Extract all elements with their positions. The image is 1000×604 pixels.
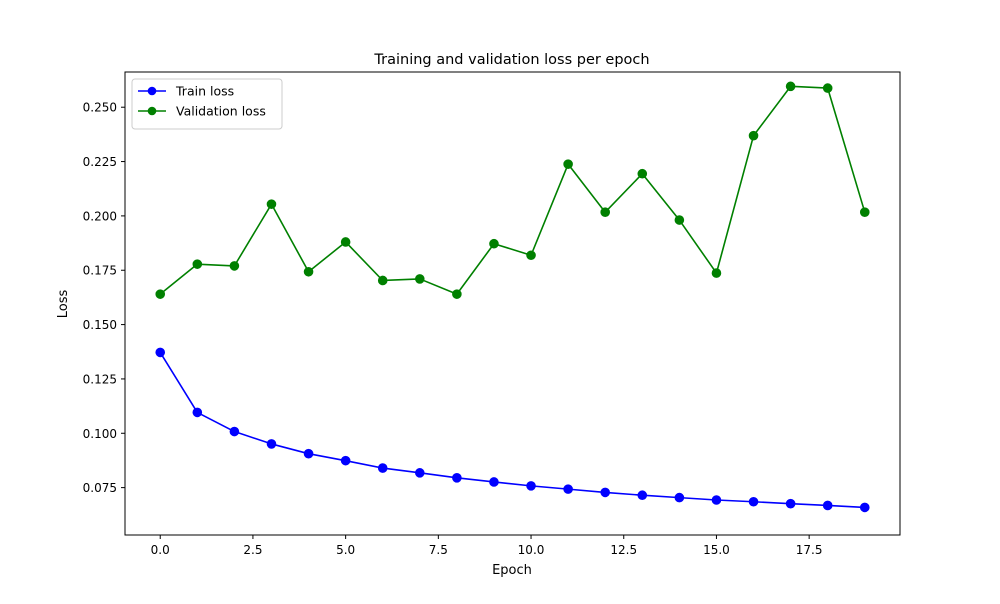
train-loss-point <box>748 496 759 507</box>
validation-loss-point <box>452 289 462 299</box>
validation-loss-point <box>859 207 870 218</box>
validation-loss-point <box>637 168 648 179</box>
validation-loss-point <box>785 81 796 92</box>
series-layer <box>155 81 870 513</box>
validation-loss-point <box>303 266 314 277</box>
train-loss-point <box>600 487 611 498</box>
y-tick-label: 0.100 <box>83 427 117 441</box>
y-tick-label: 0.125 <box>83 372 117 386</box>
train-loss-point <box>192 407 203 418</box>
validation-loss-point <box>526 250 536 261</box>
validation-loss-point <box>414 274 425 284</box>
y-axis-ticks: 0.075 0.100 0.125 0.150 0.175 0.200 0.225 0.250 <box>83 101 125 495</box>
validation-loss-line <box>159 85 866 295</box>
y-tick-label: 0.175 <box>83 264 117 278</box>
x-tick-label: 0.0 <box>151 543 170 557</box>
train-loss-point <box>637 490 648 501</box>
validation-loss-point <box>674 215 685 225</box>
x-tick-label: 12.5 <box>610 543 637 557</box>
validation-loss-point <box>748 130 759 141</box>
validation-loss-point <box>489 238 499 249</box>
train-loss-point <box>303 448 314 459</box>
validation-loss-point <box>822 83 833 93</box>
train-loss-point <box>674 492 685 503</box>
x-tick-label: 10.0 <box>518 543 545 557</box>
train-loss-point <box>340 455 351 466</box>
x-tick-label: 5.0 <box>336 543 355 557</box>
train-loss-point <box>563 484 573 494</box>
y-tick-label: 0.075 <box>83 481 117 495</box>
chart-title: Training and validation loss per epoch <box>373 52 649 68</box>
plot-area-frame <box>124 71 901 536</box>
train-loss-point <box>711 495 722 505</box>
y-axis-label: Loss <box>56 290 71 319</box>
legend-box <box>131 78 283 130</box>
series-train-loss <box>155 347 870 513</box>
x-axis-label: Epoch <box>492 563 532 578</box>
x-tick-label: 15.0 <box>703 543 730 557</box>
x-tick-label: 17.5 <box>796 543 823 557</box>
x-tick-label: 7.5 <box>429 543 448 557</box>
train-loss-point <box>489 477 499 487</box>
train-loss-point <box>526 481 536 491</box>
y-tick-label: 0.250 <box>83 101 117 115</box>
legend-label-train-loss: Train loss <box>175 84 234 99</box>
train-loss-point <box>452 473 462 483</box>
legend-swatch-marker <box>147 86 157 96</box>
y-tick-label: 0.200 <box>83 209 117 223</box>
train-loss-point <box>785 498 796 509</box>
train-loss-point <box>822 500 833 511</box>
validation-loss-point <box>192 259 203 269</box>
validation-loss-point <box>229 261 240 271</box>
legend: Train loss Validation loss <box>131 78 283 130</box>
validation-loss-point <box>600 207 611 218</box>
y-tick-label: 0.225 <box>83 155 117 169</box>
train-loss-point <box>229 426 240 437</box>
validation-loss-point <box>377 275 388 286</box>
train-loss-point <box>414 468 425 478</box>
train-loss-point <box>377 463 388 473</box>
legend-label-validation-loss: Validation loss <box>176 104 266 119</box>
train-loss-line <box>159 351 865 509</box>
validation-loss-point <box>155 289 166 299</box>
validation-loss-point <box>711 268 722 278</box>
x-tick-label: 2.5 <box>243 543 262 557</box>
validation-loss-point <box>563 159 573 169</box>
train-loss-point <box>859 502 870 513</box>
train-loss-point <box>266 439 277 449</box>
legend-swatch-marker <box>147 106 157 116</box>
series-validation-loss <box>155 81 870 299</box>
x-axis-ticks: 0.0 2.5 5.0 7.5 10.0 12.5 15.0 17.5 <box>151 535 823 557</box>
y-tick-label: 0.150 <box>83 318 117 332</box>
validation-loss-point <box>266 199 277 209</box>
train-loss-point <box>155 347 166 358</box>
validation-loss-point <box>340 237 351 247</box>
